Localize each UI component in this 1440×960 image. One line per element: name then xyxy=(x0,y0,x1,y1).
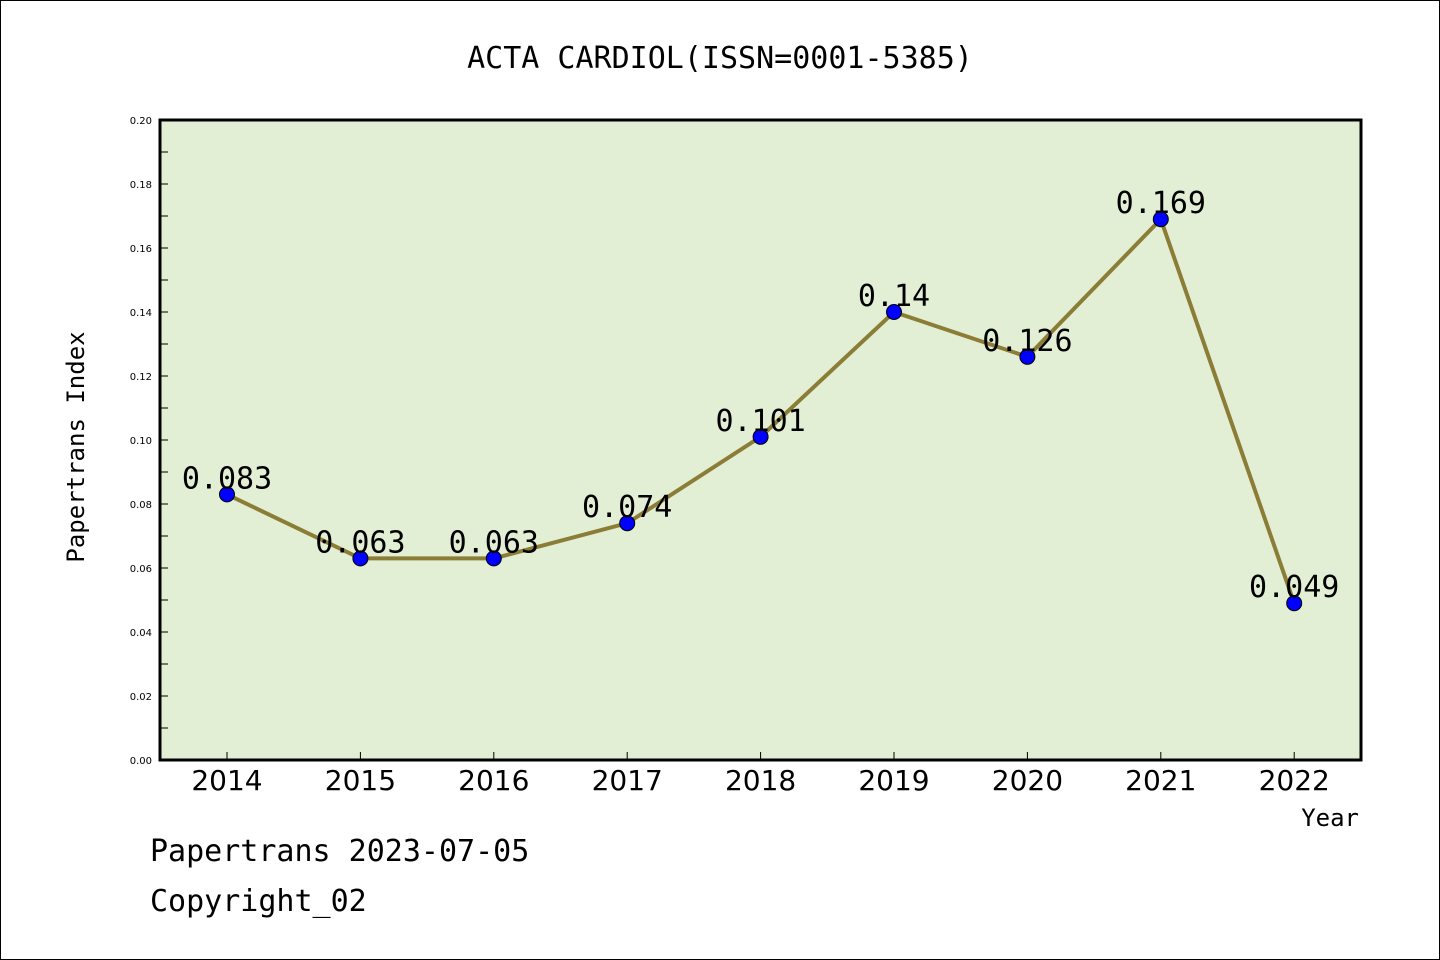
data-point xyxy=(352,550,369,567)
data-label: 0.126 xyxy=(982,324,1072,359)
y-tick-label: 0.16 xyxy=(130,244,152,255)
y-tick-label: 0.08 xyxy=(130,500,152,511)
data-point xyxy=(485,550,502,567)
footer-copyright: Copyright_02 xyxy=(150,884,367,919)
data-label: 0.169 xyxy=(1116,186,1206,221)
y-tick-label: 0.00 xyxy=(130,756,152,767)
x-tick-label: 2020 xyxy=(992,764,1063,797)
data-markers xyxy=(219,211,1303,612)
data-label: 0.074 xyxy=(582,490,672,525)
data-labels: 0.083 0.063 0.063 0.074 0.101 0.14 0.126 0.169 0… xyxy=(182,186,1340,605)
data-label: 0.049 xyxy=(1249,570,1339,605)
y-tick-label: 0.02 xyxy=(130,692,152,703)
x-tick-label: 2022 xyxy=(1259,764,1330,797)
x-tick-label: 2019 xyxy=(858,764,929,797)
data-point xyxy=(1286,595,1303,612)
y-tick-label: 0.14 xyxy=(130,308,152,319)
x-tick-label: 2014 xyxy=(191,764,262,797)
y-tick-label: 0.10 xyxy=(130,436,152,447)
x-axis: 2014 2015 2016 2017 2018 2019 2020 2021 2022 xyxy=(191,752,1330,797)
y-tick-label: 0.06 xyxy=(130,564,152,575)
data-label: 0.063 xyxy=(315,525,405,560)
chart-title: ACTA CARDIOL(ISSN=0001-5385) xyxy=(467,41,973,76)
y-axis: 0.00 0.02 0.04 0.06 0.08 0.10 0.12 0.14 0.16 0.18… xyxy=(130,116,168,767)
data-label: 0.063 xyxy=(449,525,539,560)
data-point xyxy=(619,515,636,532)
data-point xyxy=(219,486,235,503)
data-label: 0.083 xyxy=(182,461,272,496)
x-axis-title: Year xyxy=(1301,804,1359,832)
x-tick-label: 2015 xyxy=(325,764,396,797)
x-tick-label: 2017 xyxy=(592,764,663,797)
y-axis-title: Papertrans Index xyxy=(62,331,90,562)
x-tick-label: 2021 xyxy=(1125,764,1196,797)
y-tick-label: 0.20 xyxy=(130,116,152,127)
y-tick-label: 0.12 xyxy=(130,372,152,383)
y-tick-label: 0.04 xyxy=(130,628,152,639)
data-point xyxy=(1019,348,1036,365)
data-point xyxy=(1152,211,1169,228)
y-tick-label: 0.18 xyxy=(130,180,152,191)
x-tick-label: 2018 xyxy=(725,764,796,797)
x-tick-label: 2016 xyxy=(458,764,529,797)
footer-date: Papertrans 2023-07-05 xyxy=(150,834,530,869)
data-label: 0.14 xyxy=(858,279,930,314)
data-point xyxy=(752,428,769,445)
data-label: 0.101 xyxy=(715,404,805,439)
data-point xyxy=(886,304,902,320)
